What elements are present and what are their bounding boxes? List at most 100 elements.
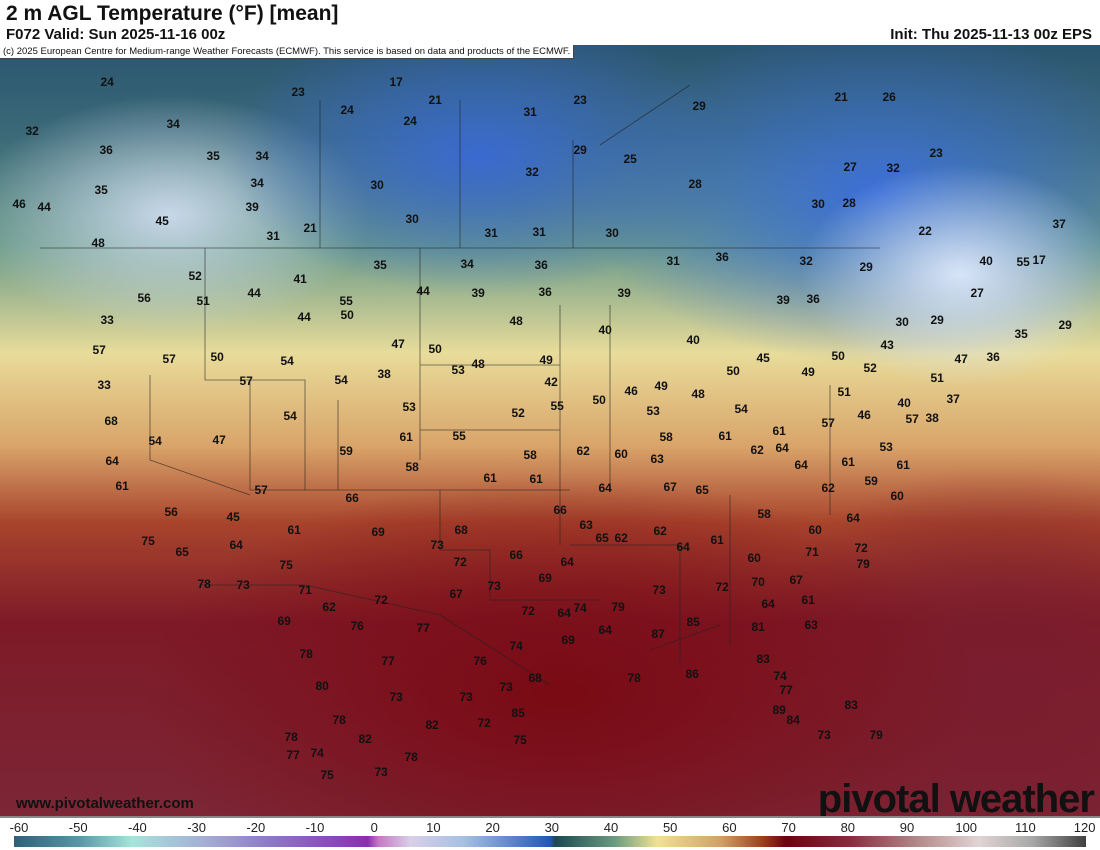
temperature-label: 73 [389, 689, 403, 704]
temperature-label: 87 [651, 626, 665, 641]
colorbar-tick-label: -50 [68, 820, 88, 835]
temperature-label: 35 [373, 257, 387, 272]
temperature-label: 62 [821, 480, 835, 495]
temperature-label: 47 [954, 351, 968, 366]
temperature-label: 78 [299, 646, 313, 661]
temperature-label: 48 [91, 235, 105, 250]
temperature-label: 24 [403, 113, 417, 128]
temperature-label: 54 [283, 408, 297, 423]
colorbar-tick-label: 100 [955, 820, 978, 835]
temperature-label: 22 [918, 223, 932, 238]
temperature-label: 54 [334, 372, 348, 387]
temperature-label: 47 [391, 336, 405, 351]
temperature-label: 65 [175, 544, 189, 559]
temperature-label: 32 [799, 253, 813, 268]
temperature-label: 44 [37, 199, 51, 214]
temperature-label: 58 [405, 459, 419, 474]
temperature-label: 58 [757, 506, 771, 521]
temperature-label: 36 [715, 249, 729, 264]
colorbar-tick-label: 50 [662, 820, 678, 835]
temperature-label: 47 [212, 432, 226, 447]
colorbar-tick-label: -20 [246, 820, 266, 835]
temperature-label: 72 [521, 603, 535, 618]
temperature-label: 45 [155, 213, 169, 228]
temperature-label: 40 [979, 253, 993, 268]
temperature-label: 35 [94, 182, 108, 197]
temperature-map[interactable]: (c) 2025 European Centre for Medium-rang… [0, 45, 1100, 818]
temperature-label: 55 [550, 398, 564, 413]
temperature-label: 41 [293, 271, 307, 286]
temperature-label: 77 [416, 620, 430, 635]
temperature-label: 78 [197, 576, 211, 591]
temperature-label: 54 [280, 353, 294, 368]
temperature-label: 64 [557, 605, 571, 620]
temperature-label: 75 [513, 732, 527, 747]
temperature-label: 61 [772, 423, 786, 438]
temperature-label: 74 [509, 638, 523, 653]
temperature-label: 57 [162, 351, 176, 366]
temperature-label: 73 [487, 578, 501, 593]
temperature-label: 30 [405, 211, 419, 226]
temperature-label: 69 [277, 613, 291, 628]
temperature-label: 37 [1052, 216, 1066, 231]
temperature-label: 61 [710, 532, 724, 547]
temperature-label: 74 [310, 745, 324, 760]
colorbar-tick-label: 60 [722, 820, 737, 835]
temperature-label: 77 [286, 747, 300, 762]
temperature-label: 53 [879, 439, 893, 454]
temperature-label: 58 [659, 429, 673, 444]
temperature-label: 61 [801, 592, 815, 607]
temperature-label: 72 [477, 715, 491, 730]
colorbar-tick-label: 80 [840, 820, 856, 835]
temperature-label: 45 [226, 509, 240, 524]
temperature-label: 78 [284, 729, 298, 744]
temperature-label: 48 [471, 356, 485, 371]
temperature-label: 64 [598, 480, 612, 495]
temperature-label: 66 [345, 490, 359, 505]
temperature-label: 32 [25, 123, 39, 138]
temperature-label: 21 [428, 92, 442, 107]
temperature-label: 36 [99, 142, 113, 157]
temperature-label: 61 [896, 457, 910, 472]
temperature-label: 43 [880, 337, 894, 352]
temperature-label: 64 [105, 453, 119, 468]
temperature-label: 54 [734, 401, 748, 416]
temperature-label: 49 [801, 364, 815, 379]
temperature-label: 67 [449, 586, 463, 601]
temperature-label: 71 [805, 544, 819, 559]
colorbar-tick-label: 0 [370, 820, 378, 835]
colorbar-tick-label: 90 [899, 820, 915, 835]
init-time: Init: Thu 2025-11-13 00z EPS [890, 26, 1092, 43]
temperature-label: 23 [291, 84, 305, 99]
temperature-label: 49 [654, 378, 668, 393]
colorbar-tick-label: 30 [544, 820, 560, 835]
temperature-label: 82 [425, 717, 439, 732]
temperature-label: 50 [428, 341, 442, 356]
temperature-label: 62 [576, 443, 590, 458]
temperature-label: 55 [1016, 254, 1030, 269]
site-url[interactable]: www.pivotalweather.com [16, 795, 194, 812]
temperature-label: 59 [864, 473, 878, 488]
temperature-label: 57 [254, 482, 268, 497]
temperature-label: 68 [104, 413, 118, 428]
temperature-label: 48 [509, 313, 523, 328]
temperature-label: 21 [834, 89, 848, 104]
temperature-label: 48 [691, 386, 705, 401]
colorbar-tick-label: -30 [187, 820, 206, 835]
temperature-label: 27 [843, 159, 857, 174]
state-borders [40, 84, 880, 686]
temperature-label: 61 [287, 522, 301, 537]
temperature-label: 39 [245, 199, 259, 214]
temperature-label: 73 [459, 689, 473, 704]
temperature-label: 69 [538, 570, 552, 585]
temperature-label: 57 [821, 415, 835, 430]
temperature-label: 79 [856, 556, 870, 571]
map-title: 2 m AGL Temperature (°F) [mean] [6, 2, 339, 25]
temperature-label: 34 [166, 116, 180, 131]
temperature-label: 62 [322, 599, 336, 614]
temperature-label: 53 [402, 399, 416, 414]
temperature-label: 36 [986, 349, 1000, 364]
temperature-label: 73 [499, 679, 513, 694]
temperature-label: 58 [523, 447, 537, 462]
temperature-label: 72 [453, 554, 467, 569]
